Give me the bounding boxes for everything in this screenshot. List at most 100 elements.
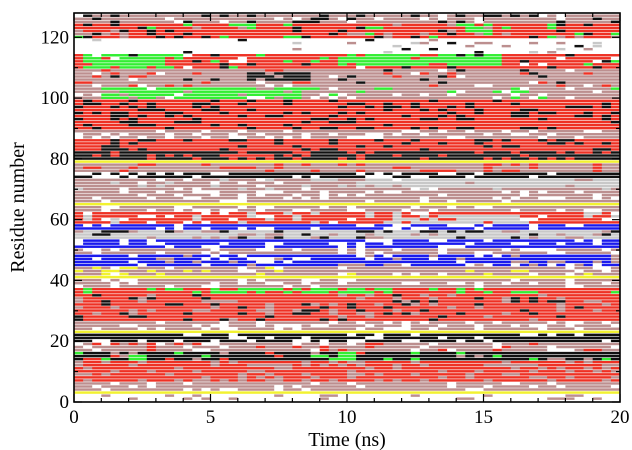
state-cell — [328, 221, 339, 224]
state-cell — [210, 221, 239, 224]
state-cell — [201, 357, 220, 361]
state-cell — [155, 345, 184, 349]
state-cell — [310, 96, 320, 100]
state-cell — [365, 105, 375, 109]
state-cell — [265, 193, 293, 197]
residue-row — [74, 111, 621, 115]
state-cell — [283, 75, 311, 78]
state-cell — [347, 209, 366, 212]
state-cell — [74, 342, 84, 346]
state-cell — [419, 379, 430, 382]
state-cell — [501, 14, 512, 17]
state-cell — [356, 169, 366, 172]
residue-row — [74, 72, 621, 75]
state-cell — [265, 114, 284, 118]
state-cell — [538, 367, 548, 370]
state-cell — [601, 187, 612, 191]
state-cell — [174, 66, 184, 69]
state-cell — [74, 32, 93, 36]
state-cell — [328, 348, 339, 352]
state-cell — [256, 339, 293, 343]
state-cell — [565, 281, 575, 285]
state-cell — [319, 376, 348, 379]
state-cell — [538, 364, 603, 367]
state-cell — [256, 227, 275, 230]
state-cell — [419, 57, 502, 60]
state-cell — [92, 339, 111, 343]
state-cell — [419, 17, 430, 20]
state-cell — [419, 360, 502, 364]
state-cell — [565, 87, 575, 90]
state-cell — [510, 263, 521, 267]
state-cell — [146, 87, 157, 90]
state-cell — [410, 35, 421, 39]
state-cell — [547, 379, 557, 382]
state-cell — [292, 123, 384, 127]
residue-row — [74, 126, 621, 130]
state-cell — [401, 221, 411, 224]
state-cell — [356, 154, 366, 157]
state-cell — [101, 373, 111, 376]
state-cell — [337, 312, 357, 315]
state-cell — [365, 321, 384, 324]
state-cell — [165, 242, 220, 245]
state-cell — [538, 139, 548, 142]
state-cell — [465, 54, 475, 57]
state-cell — [146, 269, 157, 273]
state-cell — [501, 96, 512, 100]
state-cell — [337, 272, 348, 276]
residue-row — [74, 364, 621, 367]
state-cell — [456, 348, 493, 352]
state-cell — [583, 285, 621, 288]
state-cell — [365, 81, 439, 84]
state-cell — [128, 114, 138, 118]
state-cell — [538, 50, 548, 54]
state-cell — [210, 123, 220, 127]
state-cell — [474, 41, 493, 45]
state-cell — [174, 260, 193, 264]
state-cell — [592, 60, 603, 63]
state-cell — [292, 339, 311, 343]
state-cell — [565, 41, 593, 45]
state-cell — [155, 294, 193, 297]
state-cell — [283, 60, 293, 63]
state-cell — [192, 157, 202, 160]
state-cell — [574, 281, 603, 285]
state-cell — [510, 242, 530, 245]
state-cell — [610, 269, 621, 273]
state-cell — [428, 288, 439, 291]
state-cell — [556, 139, 575, 142]
state-cell — [601, 397, 621, 400]
state-cell — [410, 187, 421, 191]
state-cell — [465, 29, 493, 33]
state-cell — [301, 148, 311, 151]
state-cell — [438, 108, 448, 112]
state-cell — [410, 324, 439, 327]
state-cell — [210, 184, 220, 188]
state-cell — [556, 321, 566, 324]
state-cell — [110, 272, 120, 276]
state-cell — [319, 193, 330, 197]
state-cell — [265, 218, 275, 221]
state-cell — [101, 32, 111, 36]
state-cell — [128, 312, 138, 315]
state-cell — [447, 90, 457, 93]
state-cell — [337, 93, 348, 96]
state-cell — [310, 120, 330, 124]
state-cell — [146, 354, 202, 358]
state-cell — [438, 251, 448, 255]
state-cell — [128, 351, 138, 355]
state-cell — [465, 90, 493, 93]
state-cell — [392, 123, 621, 127]
state-cell — [565, 324, 575, 327]
state-cell — [556, 367, 566, 370]
state-cell — [92, 126, 102, 130]
state-cell — [510, 281, 530, 285]
state-cell — [174, 215, 193, 218]
state-cell — [74, 278, 102, 282]
state-cell — [256, 345, 266, 349]
state-cell — [146, 242, 166, 245]
state-cell — [501, 230, 521, 233]
state-cell — [374, 87, 393, 90]
state-cell — [237, 312, 248, 315]
